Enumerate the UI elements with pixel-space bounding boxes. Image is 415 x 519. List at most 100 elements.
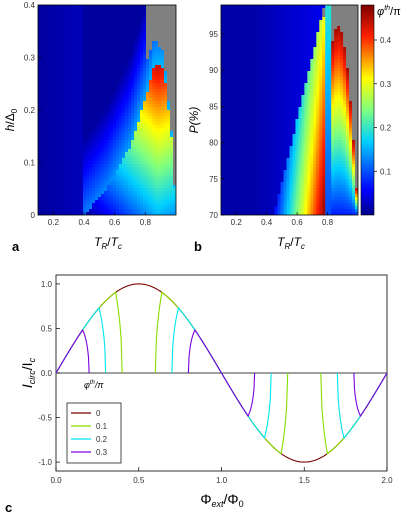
heatmap-cell <box>173 137 176 141</box>
heatmap-cell <box>62 128 66 132</box>
heatmap-cell <box>223 170 228 174</box>
heatmap-cell <box>259 26 264 30</box>
heatmap-cell <box>41 131 45 135</box>
heatmap-cell <box>161 56 165 60</box>
heatmap-cell <box>259 140 264 144</box>
heatmap-cell <box>131 95 135 99</box>
heatmap-cell <box>232 83 237 87</box>
heatmap-cell <box>152 107 156 111</box>
heatmap-cell <box>50 143 54 147</box>
heatmap-cell <box>146 143 150 147</box>
heatmap-cell <box>125 185 129 189</box>
heatmap-cell <box>241 212 246 215</box>
heatmap-cell <box>80 119 84 123</box>
heatmap-cell <box>149 56 153 60</box>
heatmap-cell <box>41 191 45 195</box>
heatmap-cell <box>50 101 54 105</box>
heatmap-cell <box>92 5 96 9</box>
heatmap-cell <box>238 74 243 78</box>
heatmap-cell <box>77 86 81 90</box>
heatmap-cell <box>292 32 297 36</box>
heatmap-cell <box>250 125 255 129</box>
heatmap-cell <box>221 56 225 60</box>
heatmap-cell <box>62 35 66 39</box>
heatmap-cell <box>173 107 176 111</box>
heatmap-cell <box>68 11 72 15</box>
heatmap-cell <box>155 212 159 215</box>
heatmap-cell <box>167 161 171 165</box>
heatmap-cell <box>86 134 90 138</box>
heatmap-cell <box>241 101 246 105</box>
heatmap-cell <box>277 176 282 180</box>
heatmap-cell <box>262 32 267 36</box>
heatmap-cell <box>92 47 96 51</box>
heatmap-cell <box>83 83 87 87</box>
heatmap-cell <box>134 11 138 15</box>
heatmap-cell <box>152 68 156 72</box>
heatmap-cell <box>152 104 156 108</box>
heatmap-cell <box>137 107 141 111</box>
heatmap-cell <box>62 41 66 45</box>
heatmap-cell <box>155 20 159 24</box>
heatmap-cell <box>47 191 51 195</box>
heatmap-cell <box>253 167 258 171</box>
heatmap-cell <box>104 71 108 75</box>
heatmap-cell <box>268 14 273 18</box>
heatmap-cell <box>95 107 99 111</box>
heatmap-cell <box>161 155 165 159</box>
heatmap-cell <box>137 212 141 215</box>
heatmap-cell <box>221 206 225 210</box>
heatmap-cell <box>173 185 176 189</box>
heatmap-cell <box>110 65 114 69</box>
heatmap-cell <box>238 83 243 87</box>
heatmap-cell <box>241 122 246 126</box>
heatmap-cell <box>170 41 174 45</box>
heatmap-cell <box>92 188 96 192</box>
heatmap-cell <box>95 29 99 33</box>
heatmap-cell <box>167 38 171 42</box>
heatmap-cell <box>95 20 99 24</box>
heatmap-cell <box>143 122 147 126</box>
heatmap-cell <box>259 56 264 60</box>
heatmap-cell <box>122 122 126 126</box>
heatmap-cell <box>274 92 279 96</box>
heatmap-cell <box>271 95 276 99</box>
heatmap-cell <box>119 95 123 99</box>
heatmap-cell <box>47 11 51 15</box>
heatmap-cell <box>158 17 162 21</box>
heatmap-cell <box>244 116 249 120</box>
heatmap-cell <box>226 161 231 165</box>
heatmap-cell <box>247 104 252 108</box>
heatmap-cell <box>155 107 159 111</box>
heatmap-cell <box>113 8 117 12</box>
heatmap-cell <box>280 140 285 144</box>
heatmap-cell <box>292 89 297 93</box>
heatmap-cell <box>253 62 258 66</box>
heatmap-cell <box>101 80 105 84</box>
heatmap-cell <box>92 86 96 90</box>
heatmap-cell <box>221 95 225 99</box>
heatmap-cell <box>131 113 135 117</box>
heatmap-cell <box>262 122 267 126</box>
heatmap-cell <box>74 131 78 135</box>
heatmap-cell <box>80 185 84 189</box>
heatmap-cell <box>122 92 126 96</box>
heatmap-cell <box>286 113 291 117</box>
heatmap-cell <box>95 71 99 75</box>
heatmap-cell <box>277 47 282 51</box>
heatmap-cell <box>71 167 75 171</box>
heatmap-cell <box>74 98 78 102</box>
heatmap-cell <box>221 98 225 102</box>
heatmap-cell <box>223 191 228 195</box>
heatmap-cell <box>238 119 243 123</box>
heatmap-cell <box>110 143 114 147</box>
heatmap-cell <box>59 179 63 183</box>
heatmap-cell <box>137 20 141 24</box>
heatmap-cell <box>158 146 162 150</box>
heatmap-cell <box>149 128 153 132</box>
heatmap-cell <box>250 83 255 87</box>
heatmap-cell <box>53 107 57 111</box>
heatmap-cell <box>289 206 294 210</box>
heatmap-cell <box>292 38 297 42</box>
